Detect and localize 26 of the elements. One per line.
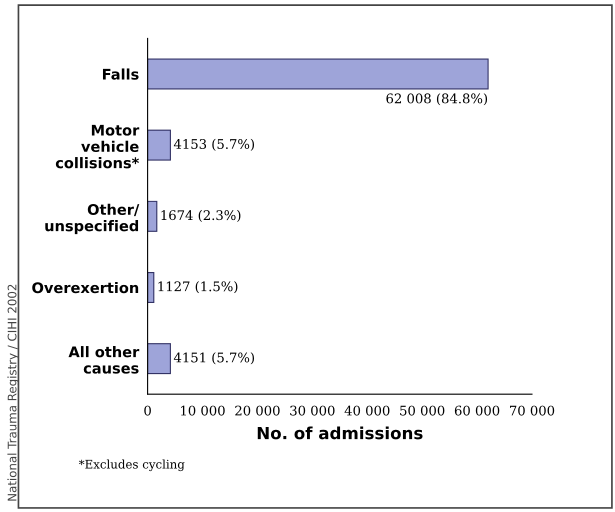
- x-tick-label: 10 000: [181, 406, 225, 416]
- text: National Trauma Registry / CIHI 2002: [7, 284, 19, 501]
- data-label: 4153 (5.7%): [174, 138, 254, 151]
- bar: [148, 272, 154, 303]
- bar: [148, 58, 489, 90]
- x-tick-label: 50 000: [400, 406, 444, 416]
- data-label: 62 008 (84.8%): [386, 93, 488, 106]
- data-label: 1127 (1.5%): [158, 281, 238, 294]
- data-label: 1674 (2.3%): [161, 210, 240, 222]
- bar: [148, 130, 171, 161]
- x-tick-label: 60 000: [454, 406, 500, 416]
- x-axis-title: No. of admissions: [258, 426, 423, 440]
- x-tick-label: 30 000: [290, 406, 335, 416]
- y-tick-label: Motor vehicle collisions*: [56, 124, 140, 168]
- x-tick-label: 20 000: [235, 406, 280, 416]
- x-tick-label: 40 000: [344, 406, 390, 416]
- x-tick-label: 0: [144, 406, 151, 416]
- y-tick-label: Falls: [102, 68, 139, 80]
- bar: [148, 343, 171, 374]
- y-tick-label: All other causes: [68, 346, 140, 374]
- y-tick-label: Other/ unspecified: [45, 204, 140, 234]
- text: *Excludes cycling: [78, 460, 184, 472]
- data-label: 4151 (5.7%): [174, 352, 254, 364]
- y-tick-label: Overexertion: [32, 282, 138, 294]
- bar: [148, 200, 158, 232]
- x-tick-label: 70 000: [510, 406, 554, 416]
